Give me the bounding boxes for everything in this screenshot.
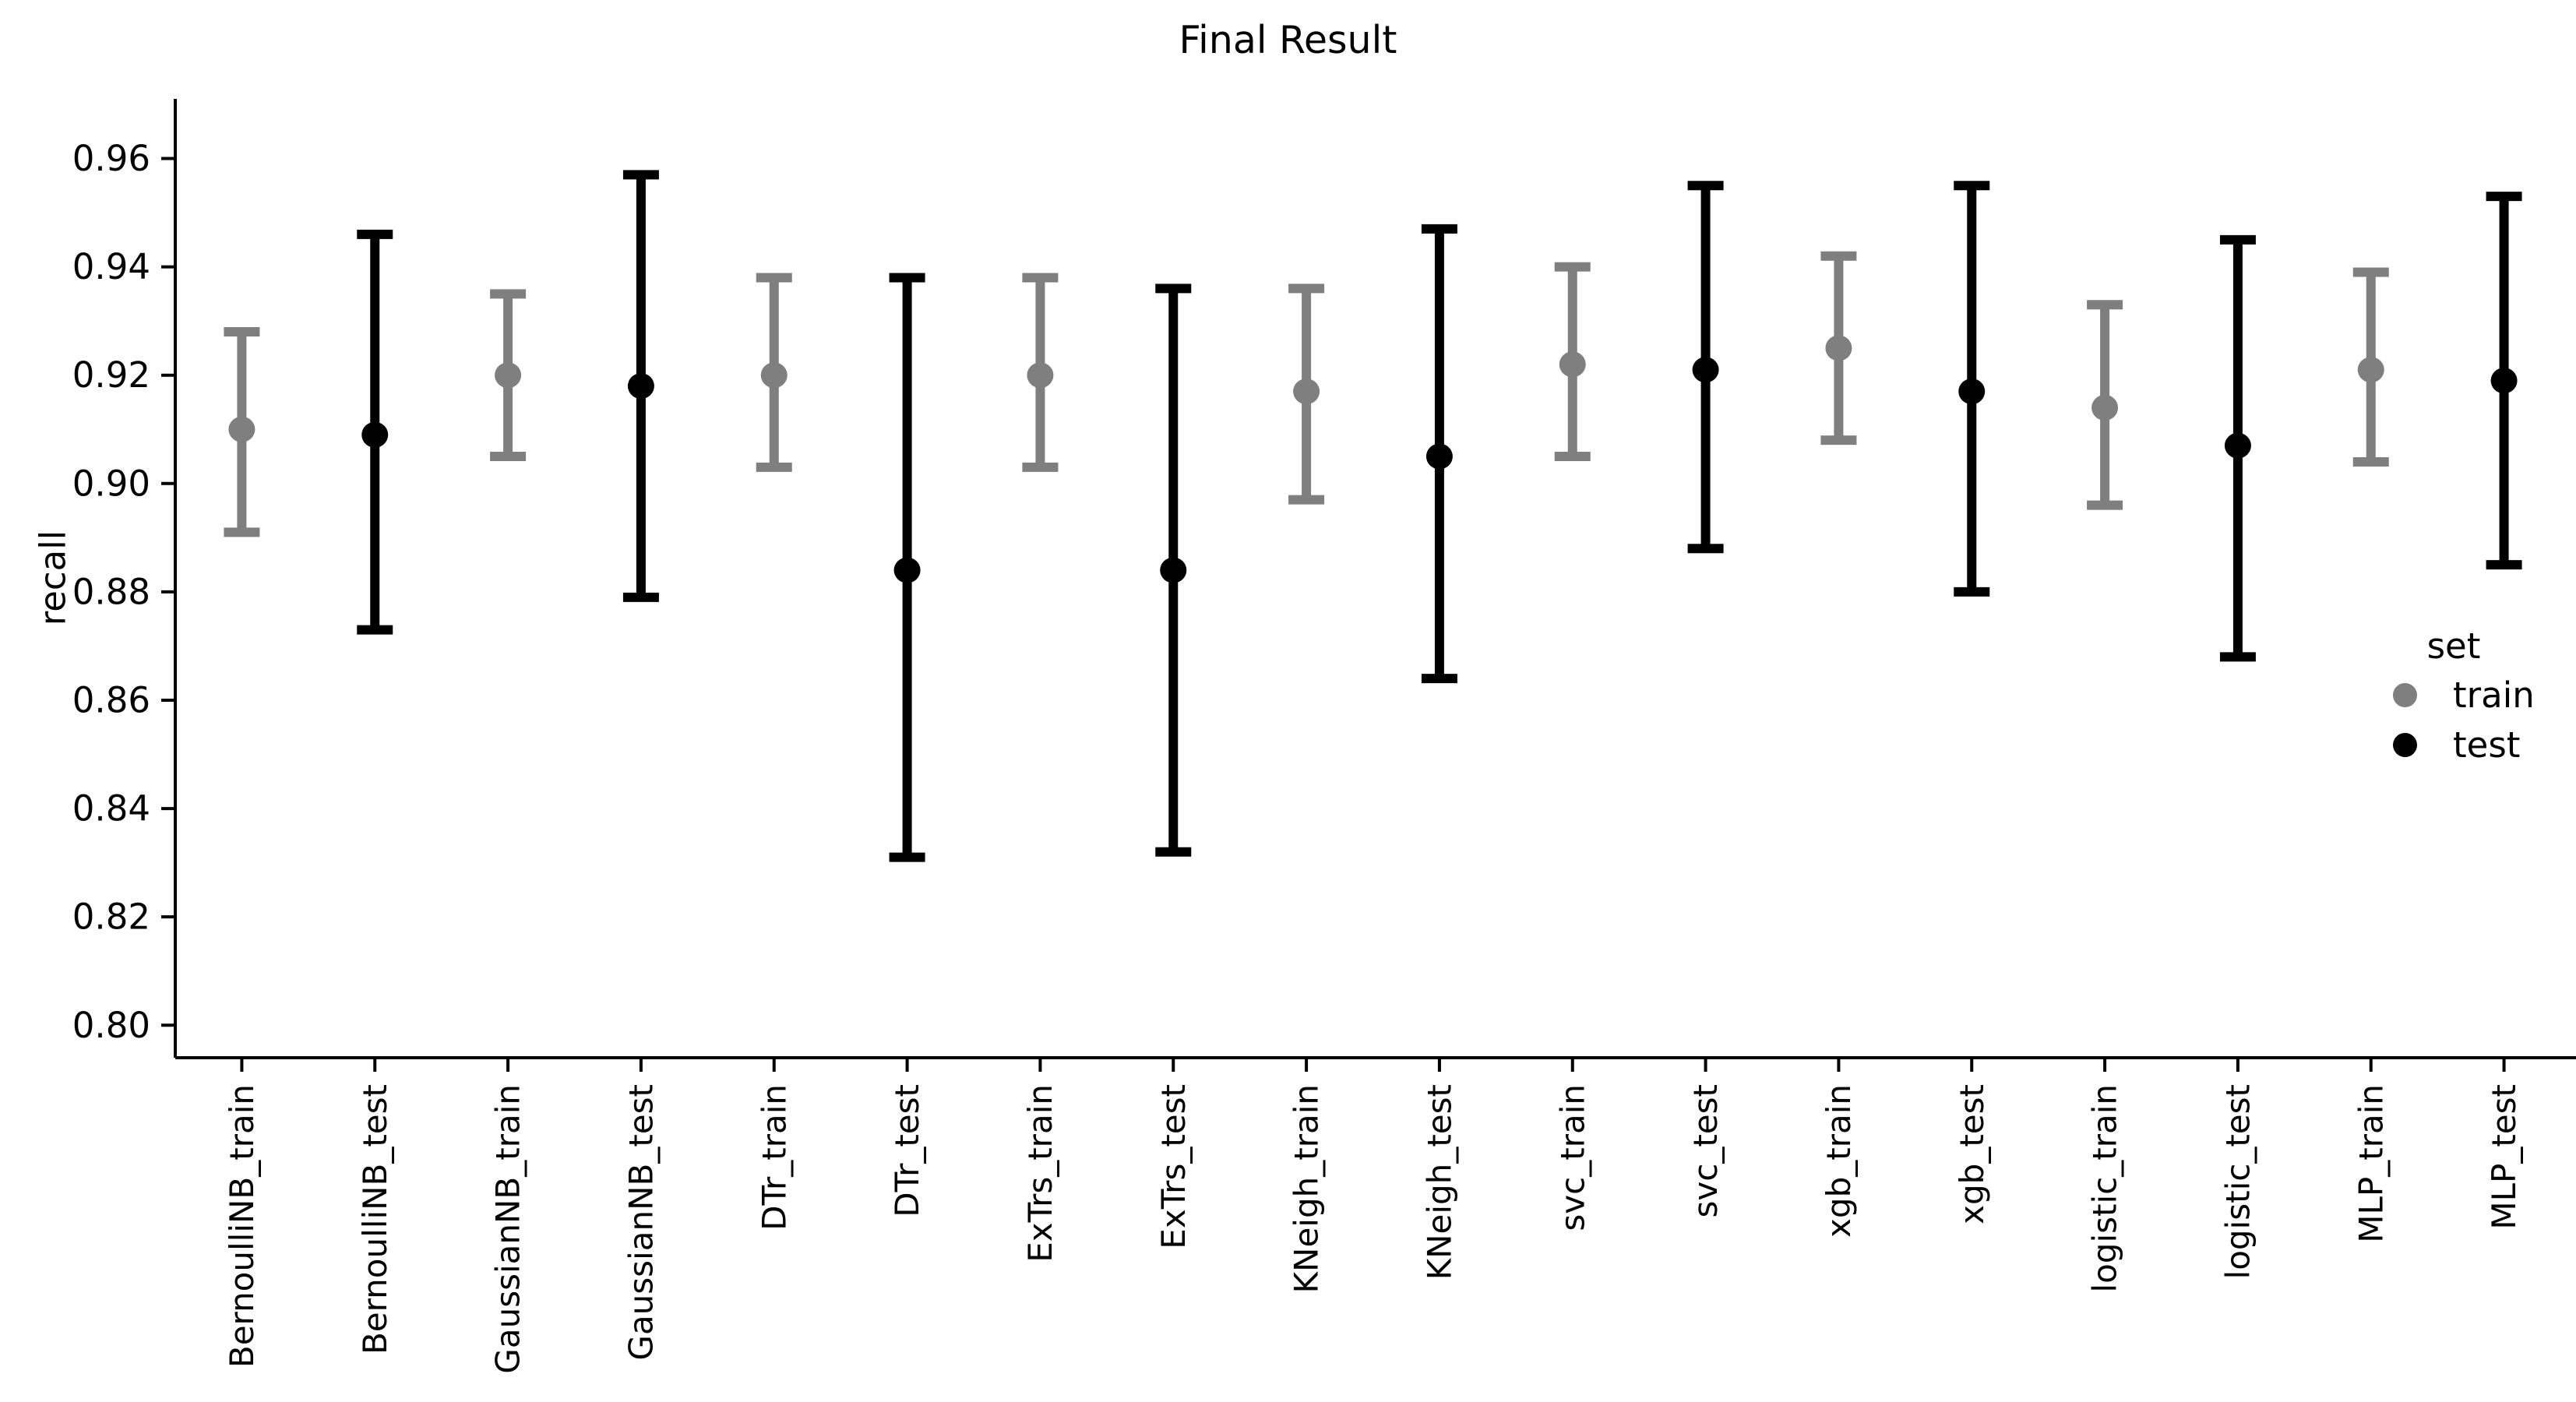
errorbar-KNeigh_train: [1288, 284, 1325, 505]
mean-marker: [1293, 379, 1320, 405]
errorbar-BernoulliNB_test: [357, 229, 393, 635]
legend-entry-test: test: [2352, 720, 2555, 770]
mean-marker: [1160, 557, 1187, 583]
mean-marker: [361, 421, 389, 448]
mean-marker: [1958, 379, 1986, 405]
mean-marker: [495, 362, 522, 389]
mean-marker: [1825, 335, 1852, 361]
x-tick-label: svc_test: [1686, 1084, 1725, 1218]
y-axis-label: recall: [32, 530, 74, 626]
x-tick-label: MLP_test: [2485, 1084, 2523, 1230]
x-tick-label: ExTrs_test: [1154, 1084, 1193, 1249]
x-tick-label: BernoulliNB_train: [223, 1084, 261, 1368]
x-tick-label: KNeigh_train: [1288, 1084, 1326, 1294]
y-tick-label: 0.84: [72, 788, 150, 830]
train-marker-icon: [2393, 682, 2417, 707]
errorbar-ExTrs_test: [1155, 284, 1192, 857]
x-tick-label: DTr_test: [888, 1084, 926, 1217]
mean-marker: [2224, 432, 2251, 459]
y-tick-label: 0.94: [72, 246, 150, 287]
test-marker-icon: [2393, 732, 2417, 757]
x-tick-label: ExTrs_train: [1021, 1084, 1059, 1263]
errorbar-MLP_train: [2352, 267, 2389, 467]
x-tick-label: svc_train: [1553, 1084, 1591, 1231]
errorbar-svc_train: [1554, 262, 1591, 462]
x-tick-label: BernoulliNB_test: [356, 1084, 394, 1354]
x-tick-label: GaussianNB_train: [489, 1084, 527, 1374]
x-tick-label: DTr_train: [755, 1084, 793, 1231]
x-tick-label: MLP_train: [2352, 1084, 2390, 1243]
errorbar-DTr_train: [756, 273, 792, 472]
mean-marker: [1692, 357, 1719, 383]
x-tick-label: KNeigh_test: [1420, 1084, 1458, 1280]
x-tick-label: logistic_train: [2086, 1084, 2124, 1293]
mean-marker: [760, 362, 788, 389]
legend-title: set: [2426, 625, 2481, 667]
errorbar-MLP_test: [2486, 192, 2522, 570]
errorbar-KNeigh_test: [1421, 224, 1457, 684]
legend-entry-label: train: [2453, 674, 2535, 716]
mean-marker: [1027, 362, 1054, 389]
y-tick-label: 0.88: [72, 571, 150, 612]
errorbar-logistic_train: [2087, 300, 2123, 510]
errorbar-BernoulliNB_train: [224, 327, 260, 537]
x-tick-label: xgb_test: [1953, 1084, 1991, 1224]
mean-marker: [2490, 368, 2518, 394]
y-tick-label: 0.90: [72, 463, 150, 504]
mean-marker: [2091, 394, 2119, 421]
legend: set train test: [2352, 623, 2555, 770]
errorbar-GaussianNB_train: [490, 289, 527, 462]
errorbar-DTr_test: [889, 273, 925, 862]
x-tick-label: GaussianNB_test: [622, 1084, 660, 1361]
mean-marker: [627, 373, 654, 400]
y-tick-label: 0.92: [72, 354, 150, 396]
mean-marker: [2357, 357, 2384, 383]
y-tick-label: 0.96: [72, 138, 150, 179]
x-tick-label: xgb_train: [1820, 1084, 1858, 1238]
legend-entry-label: test: [2453, 724, 2521, 766]
errorbar-xgb_train: [1820, 251, 1857, 446]
errorbar-xgb_test: [1954, 181, 1990, 597]
errorbar-GaussianNB_test: [622, 170, 659, 602]
x-tick-label: logistic_test: [2218, 1084, 2257, 1279]
y-tick-label: 0.82: [72, 897, 150, 938]
chart-title: Final Result: [1179, 18, 1397, 62]
mean-marker: [893, 557, 921, 583]
mean-marker: [1559, 351, 1586, 378]
errorbar-svc_test: [1687, 181, 1724, 554]
y-tick-label: 0.86: [72, 679, 150, 720]
y-tick-label: 0.80: [72, 1005, 150, 1046]
errorbar-logistic_test: [2219, 234, 2256, 662]
mean-marker: [1425, 443, 1453, 470]
mean-marker: [228, 416, 255, 442]
errorbar-ExTrs_train: [1022, 273, 1059, 472]
legend-entry-train: train: [2352, 670, 2555, 720]
